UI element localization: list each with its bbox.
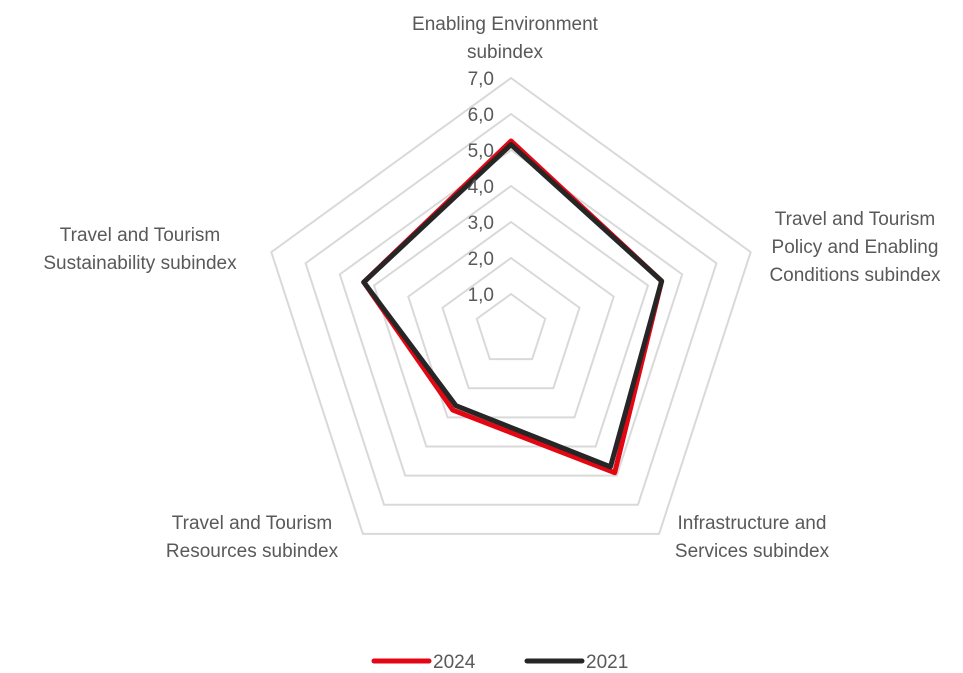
series-line-2021 [364,145,662,467]
axis-label-5: Travel and Tourism Sustainability subinde… [43,225,237,274]
tick-label-3: 3,0 [468,213,494,234]
legend-label-2021: 2021 [586,652,628,673]
tick-label-5: 5,0 [468,141,494,162]
axis-label-1: Enabling Environment subindex [412,14,599,63]
tick-label-4: 4,0 [468,177,494,198]
legend: 2024 2021 [374,652,628,673]
axis-label-3: Infrastructure and Services subindex [675,513,830,562]
legend-label-2024: 2024 [433,652,476,673]
radial-tick-labels: 1,0 2,0 3,0 4,0 5,0 6,0 7,0 [468,69,494,306]
axis-label-4: Travel and Tourism Resources subindex [166,513,339,562]
grid-ring-2 [443,258,580,388]
tick-label-2: 2,0 [468,249,494,270]
tick-label-1: 1,0 [468,285,494,306]
tick-label-7: 7,0 [468,69,494,90]
tick-label-6: 6,0 [468,105,494,126]
axis-label-2: Travel and Tourism Policy and Enabling Con… [769,209,941,286]
